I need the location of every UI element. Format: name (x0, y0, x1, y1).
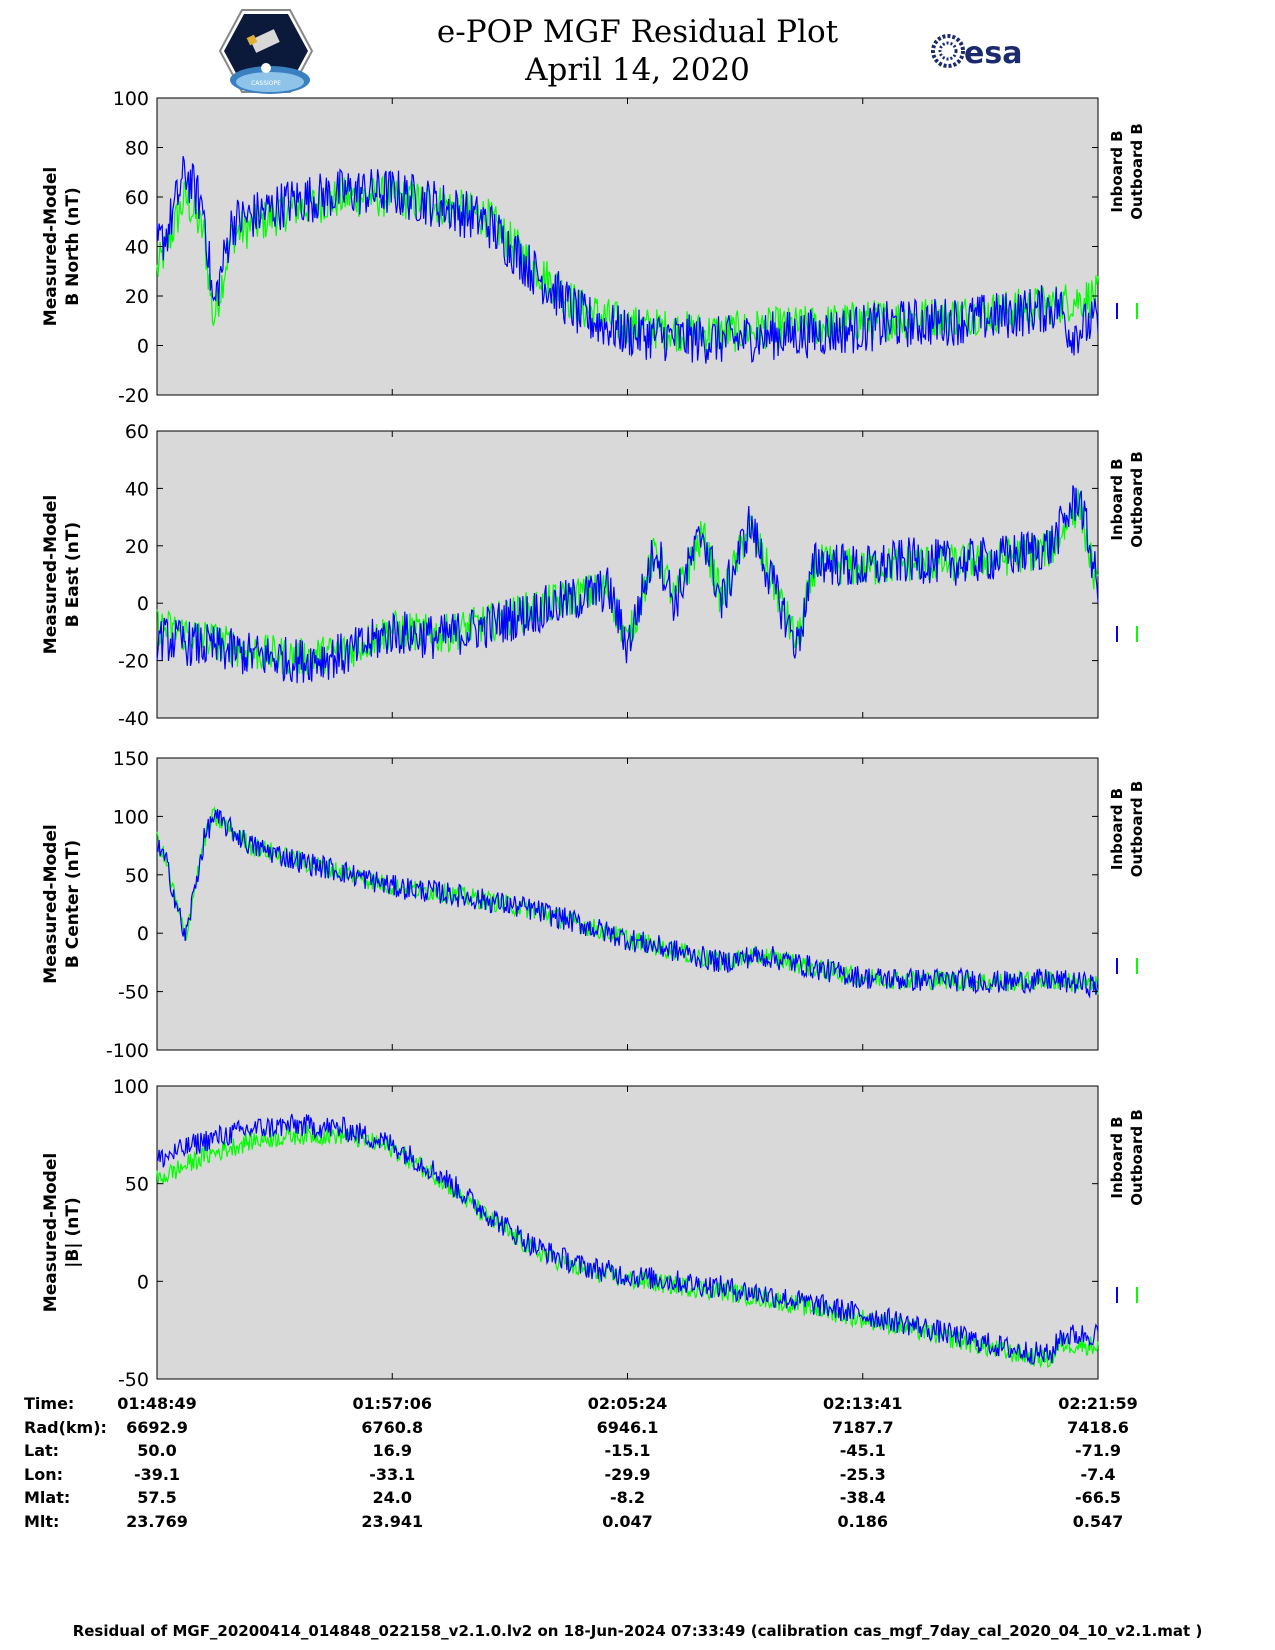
info-value: 57.5 (137, 1488, 177, 1507)
y-tick-label: 60 (125, 421, 149, 443)
y-tick-label: 0 (137, 336, 149, 358)
info-value: 16.9 (372, 1441, 412, 1460)
footer-caption: Residual of MGF_20200414_014848_022158_v… (72, 1622, 1203, 1640)
info-row-lon: Lon: -39.1 -33.1 -29.9 -25.3 -7.4 (0, 1465, 1275, 1489)
legend-label-inboard: Inboard B (1108, 788, 1126, 870)
y-tick-label: 150 (113, 748, 149, 770)
info-value: 0.186 (837, 1511, 889, 1531)
info-value: 24.0 (372, 1488, 412, 1507)
info-label: Lat: (24, 1441, 60, 1460)
y-tick-label: 0 (137, 1271, 149, 1293)
page-title: e-POP MGF Residual Plot (436, 14, 839, 50)
y-tick-label: 0 (137, 593, 149, 615)
legend-label-outboard: Outboard B (1128, 451, 1146, 548)
info-label: Mlt: (24, 1511, 60, 1531)
info-value: -33.1 (369, 1464, 416, 1484)
info-value: 23.769 (126, 1511, 188, 1531)
y-axis-label: B North (nT) (63, 187, 83, 306)
y-axis-label: Measured-Model (41, 1153, 61, 1312)
y-tick-label: 40 (125, 478, 149, 500)
y-tick-label: -20 (118, 651, 149, 673)
info-value: 6760.8 (361, 1417, 424, 1437)
legend-label-outboard: Outboard B (1128, 781, 1146, 878)
y-tick-label: -50 (118, 982, 149, 1004)
y-axis-label: |B| (nT) (63, 1197, 83, 1268)
info-value: 50.0 (137, 1441, 177, 1460)
plot-area-1 (156, 97, 1099, 396)
info-value: 0.047 (602, 1511, 653, 1531)
logo-text: CASSIOPE (251, 80, 281, 87)
page-subtitle-date: April 14, 2020 (525, 52, 750, 88)
info-value: -8.2 (610, 1488, 645, 1507)
info-row-mlat: Mlat: 57.5 24.0 -8.2 -38.4 -66.5 (0, 1488, 1275, 1512)
info-row-time: Time: 01:48:49 01:57:06 02:05:24 02:13:41 02:… (0, 1394, 1275, 1418)
y-tick-label: 100 (113, 1076, 149, 1098)
info-value: 6946.1 (596, 1417, 659, 1437)
info-value: 6692.9 (126, 1417, 188, 1437)
info-label: Time: (24, 1394, 75, 1413)
series-inboard-line-4 (156, 1113, 1099, 1365)
info-value: -71.9 (1074, 1441, 1122, 1460)
info-row-rad: Rad(km): 6692.9 6760.8 6946.1 7187.7 7418.6 (0, 1418, 1275, 1442)
info-value: -7.4 (1080, 1464, 1116, 1484)
y-tick-label: -20 (118, 385, 149, 407)
info-value: 0.547 (1072, 1511, 1124, 1531)
series-inboard-line-2 (156, 485, 1099, 684)
y-tick-label: -50 (118, 1369, 149, 1391)
esa-logo-text: esa (964, 36, 1022, 71)
y-axis-label: Measured-Model (41, 824, 61, 983)
info-value: 01:48:49 (117, 1394, 197, 1413)
info-value: 23.941 (361, 1511, 424, 1531)
info-value: 02:13:41 (822, 1394, 903, 1413)
y-tick-label: -100 (106, 1040, 149, 1062)
y-tick-label: 50 (125, 1174, 149, 1196)
y-tick-label: 40 (125, 237, 149, 259)
info-value: -15.1 (604, 1441, 651, 1460)
info-value: -38.4 (839, 1488, 886, 1507)
plot-area-3 (156, 757, 1099, 1051)
info-row-lat: Lat: 50.0 16.9 -15.1 -45.1 -71.9 (0, 1441, 1275, 1465)
legend-label-inboard: Inboard B (1108, 130, 1126, 212)
y-tick-label: 20 (125, 286, 149, 308)
y-tick-label: 0 (137, 923, 149, 945)
legend-label-outboard: Outboard B (1128, 1109, 1146, 1206)
y-tick-label: 100 (113, 806, 149, 828)
y-tick-label: -40 (118, 708, 149, 730)
info-value: 7418.6 (1067, 1417, 1129, 1437)
info-value: -66.5 (1074, 1488, 1122, 1507)
info-label: Mlat: (24, 1488, 71, 1507)
y-tick-label: 60 (125, 187, 149, 209)
cassiope-logo: CASSIOPE (218, 8, 314, 98)
info-value: -29.9 (604, 1464, 651, 1484)
series-inboard-line-1 (156, 155, 1099, 364)
info-value: -25.3 (839, 1464, 886, 1484)
info-value: 01:57:06 (352, 1394, 433, 1413)
series-outboard-line-3 (156, 805, 1099, 995)
y-axis-label: B Center (nT) (63, 840, 83, 968)
y-tick-label: 20 (125, 536, 149, 558)
y-axis-label: B East (nT) (63, 522, 83, 627)
y-tick-label: 80 (125, 138, 149, 160)
series-outboard-line-4 (156, 1125, 1099, 1369)
info-label: Lon: (24, 1464, 63, 1484)
legend-label-inboard: Inboard B (1108, 1116, 1126, 1198)
y-tick-label: 50 (125, 865, 149, 887)
esa-logo: esa (928, 30, 1038, 78)
info-value: -39.1 (133, 1464, 181, 1484)
info-label: Rad(km): (24, 1417, 107, 1437)
y-axis-label: Measured-Model (41, 167, 61, 326)
plot-area-2 (156, 430, 1099, 719)
info-value: 02:05:24 (587, 1394, 668, 1413)
info-value: 02:21:59 (1058, 1394, 1138, 1413)
info-value: 7187.7 (831, 1417, 894, 1437)
info-value: -45.1 (839, 1441, 886, 1460)
series-inboard-line-3 (156, 809, 1099, 999)
info-row-mlt: Mlt: 23.769 23.941 0.047 0.186 0.547 (0, 1512, 1275, 1536)
legend-label-inboard: Inboard B (1108, 458, 1126, 540)
y-axis-label: Measured-Model (41, 495, 61, 654)
legend-label-outboard: Outboard B (1128, 123, 1146, 220)
y-tick-label: 100 (113, 88, 149, 110)
